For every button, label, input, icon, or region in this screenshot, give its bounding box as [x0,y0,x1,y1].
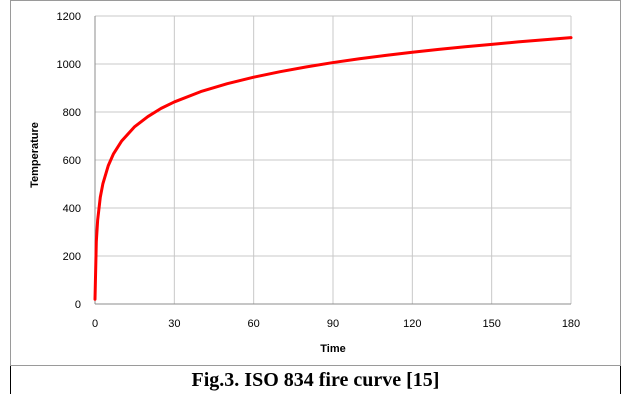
x-axis-label: Time [320,343,345,355]
x-tick-label: 180 [562,318,580,330]
y-tick-label: 200 [63,251,81,263]
fire-curve-chart: 0 30 60 90 120 150 180 0 200 400 600 800 1000 1200 Ti… [29,11,580,355]
y-tick-label: 400 [63,203,81,215]
x-tick-label: 60 [248,318,260,330]
chart-area: 0 30 60 90 120 150 180 0 200 400 600 800 1000 1200 Ti… [10,0,621,366]
y-tick-label: 800 [63,107,81,119]
y-tick-label: 0 [75,299,81,311]
x-tick-label: 150 [482,318,500,330]
caption-container: Fig.3. ISO 834 fire curve [15] [10,366,621,394]
y-axis-label: Temperature [29,122,41,188]
y-tick-label: 1000 [57,59,81,71]
y-tick-label: 1200 [57,11,81,23]
x-tick-label: 0 [92,318,98,330]
x-tick-label: 90 [327,318,339,330]
x-tick-label: 30 [168,318,180,330]
x-tick-label: 120 [403,318,421,330]
fire-curve-line [93,36,573,301]
y-tick-label: 600 [63,155,81,167]
figure-caption: Fig.3. ISO 834 fire curve [15] [191,369,440,391]
